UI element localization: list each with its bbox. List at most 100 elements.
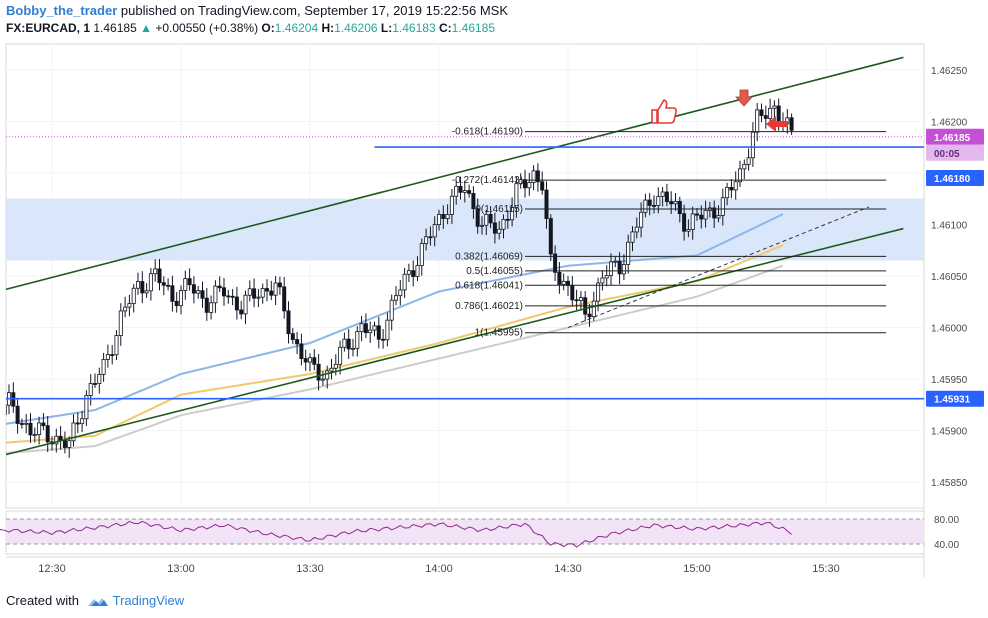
candle-body — [37, 422, 42, 435]
price-tick-label: 1.45950 — [931, 375, 968, 386]
candle-body — [621, 264, 626, 275]
candle — [738, 160, 743, 188]
candle-body — [699, 214, 704, 220]
plot-layer: -0.618(1.46190) -0.272(1.46143) 0(1.46115)… — [6, 44, 924, 508]
candle-body — [350, 347, 355, 350]
candle-body — [342, 338, 347, 348]
candle-body — [135, 281, 140, 289]
candle — [174, 292, 179, 313]
candle — [475, 198, 480, 234]
candle — [88, 374, 93, 406]
high-value: 1.46206 — [334, 21, 378, 35]
candle — [166, 278, 171, 291]
candle — [755, 102, 760, 142]
price-tag-label: 1.46185 — [934, 133, 971, 144]
candle-body — [402, 273, 407, 291]
price-tick-label: 1.45900 — [931, 427, 968, 438]
candle-body — [776, 105, 781, 124]
candle — [445, 204, 450, 225]
candle-body — [32, 434, 37, 436]
candle-body — [153, 268, 158, 275]
candle — [669, 191, 674, 215]
candle — [93, 373, 98, 388]
candle — [131, 284, 136, 313]
candle-body — [479, 224, 484, 227]
candle — [402, 267, 407, 298]
author-name[interactable]: Bobby_the_trader — [6, 3, 118, 18]
candle-body — [174, 300, 179, 307]
candle-body — [613, 260, 618, 263]
price-tag: 00:05 — [926, 144, 984, 161]
candle — [604, 265, 609, 287]
published-line: Bobby_the_trader published on TradingVie… — [6, 3, 508, 18]
candle — [286, 301, 291, 344]
candle-body — [626, 241, 631, 265]
candle — [153, 259, 158, 282]
candle — [101, 352, 106, 382]
candle-body — [239, 309, 244, 315]
tradingview-brand[interactable]: TradingView — [112, 593, 185, 608]
candle-body — [140, 281, 145, 294]
candle-body — [217, 285, 222, 289]
candle — [161, 276, 166, 296]
candle — [703, 200, 708, 228]
candle-body — [213, 285, 218, 304]
candle-body — [557, 271, 562, 285]
candle-body — [355, 331, 360, 349]
candle — [346, 329, 351, 359]
candle-body — [183, 278, 188, 291]
candle-body — [419, 243, 424, 266]
candle-body — [101, 359, 106, 375]
candle — [299, 333, 304, 366]
candle — [510, 197, 515, 227]
candle — [467, 184, 472, 198]
candle — [544, 181, 549, 229]
candle-body — [518, 179, 523, 185]
candle-body — [570, 285, 575, 301]
candle — [75, 412, 80, 434]
candle-body — [398, 289, 403, 297]
candle-body — [110, 354, 115, 356]
candle-body — [574, 299, 579, 302]
candle-body — [720, 197, 725, 216]
candle — [419, 238, 424, 276]
candle — [763, 105, 768, 129]
symbol-label: FX:EURCAD, 1 — [6, 21, 91, 35]
candle-body — [682, 213, 687, 232]
candle-body — [467, 190, 472, 194]
candle-body — [127, 303, 132, 308]
candle-body — [768, 107, 773, 119]
candle — [652, 195, 657, 214]
candle-body — [484, 214, 489, 226]
candle — [449, 188, 454, 224]
candle — [664, 183, 669, 207]
candle-body — [329, 367, 334, 372]
price-tick-label: 1.46100 — [931, 220, 968, 231]
price-tag-bg — [926, 390, 984, 407]
candle — [140, 271, 145, 304]
candle — [712, 200, 717, 229]
candle — [260, 283, 265, 304]
candle — [303, 349, 308, 371]
candle — [553, 245, 558, 282]
candle — [471, 186, 476, 219]
candle-body — [372, 325, 377, 331]
candle — [226, 289, 231, 304]
candle-body — [93, 383, 98, 385]
candle — [634, 217, 639, 239]
candle — [574, 289, 579, 311]
candle-body — [733, 181, 738, 191]
candle — [548, 214, 553, 261]
candle-body — [596, 282, 601, 302]
candle-body — [333, 363, 338, 369]
candle-body — [514, 183, 519, 208]
time-tick-label: 15:00 — [683, 563, 711, 575]
candle-body — [578, 297, 583, 301]
candle — [45, 416, 50, 453]
candle — [32, 427, 37, 443]
candle-body — [282, 286, 287, 312]
candle — [269, 280, 274, 301]
candle-body — [763, 115, 768, 119]
candle — [217, 276, 222, 293]
